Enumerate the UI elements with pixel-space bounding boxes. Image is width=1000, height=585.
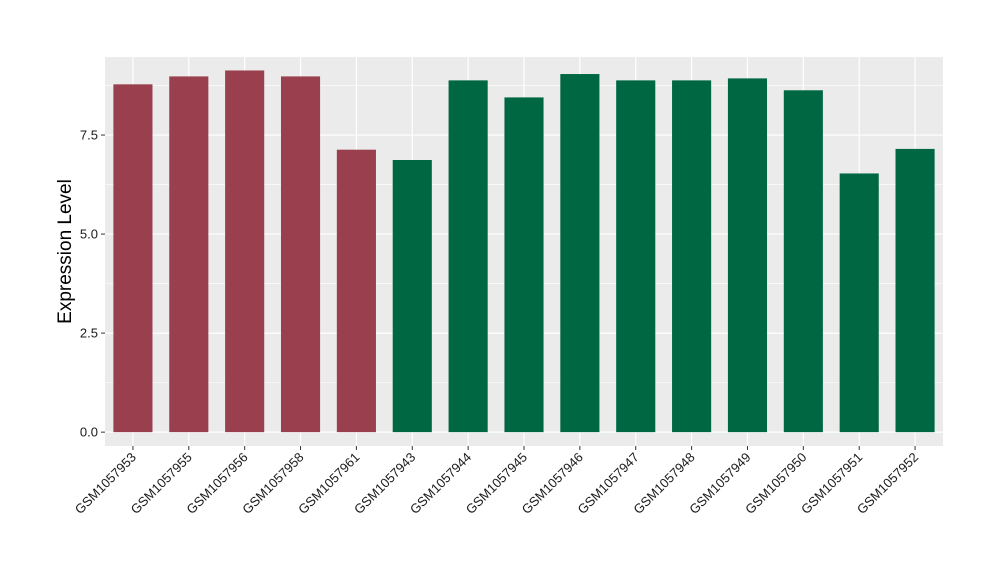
y-axis: 0.0 2.5 5.0 7.5 <box>80 128 105 440</box>
bar-GSM1057961 <box>336 149 376 433</box>
bar-GSM1057958 <box>280 76 321 433</box>
bar-GSM1057955 <box>169 76 209 433</box>
bar-GSM1057953 <box>113 84 153 433</box>
bar-GSM1057943 <box>392 159 432 433</box>
y-axis-label: Expression Level <box>55 179 76 324</box>
y-tick-label: 2.5 <box>80 326 98 341</box>
bar-GSM1057950 <box>783 90 823 433</box>
bar-GSM1057952 <box>895 148 935 433</box>
bar-GSM1057944 <box>448 80 488 433</box>
bars-group <box>113 70 935 433</box>
bar-GSM1057949 <box>727 78 768 433</box>
bar-GSM1057946 <box>560 74 600 433</box>
y-tick-label: 5.0 <box>80 227 98 242</box>
bar-GSM1057948 <box>672 80 712 433</box>
y-tick-label: 0.0 <box>80 425 98 440</box>
y-tick-label: 7.5 <box>80 128 98 143</box>
bar-GSM1057945 <box>504 97 544 433</box>
x-axis: GSM1057953GSM1057955GSM1057956GSM1057958… <box>72 446 921 517</box>
bar-GSM1057956 <box>225 70 265 433</box>
bar-GSM1057951 <box>839 173 879 433</box>
bar-GSM1057947 <box>616 80 656 433</box>
